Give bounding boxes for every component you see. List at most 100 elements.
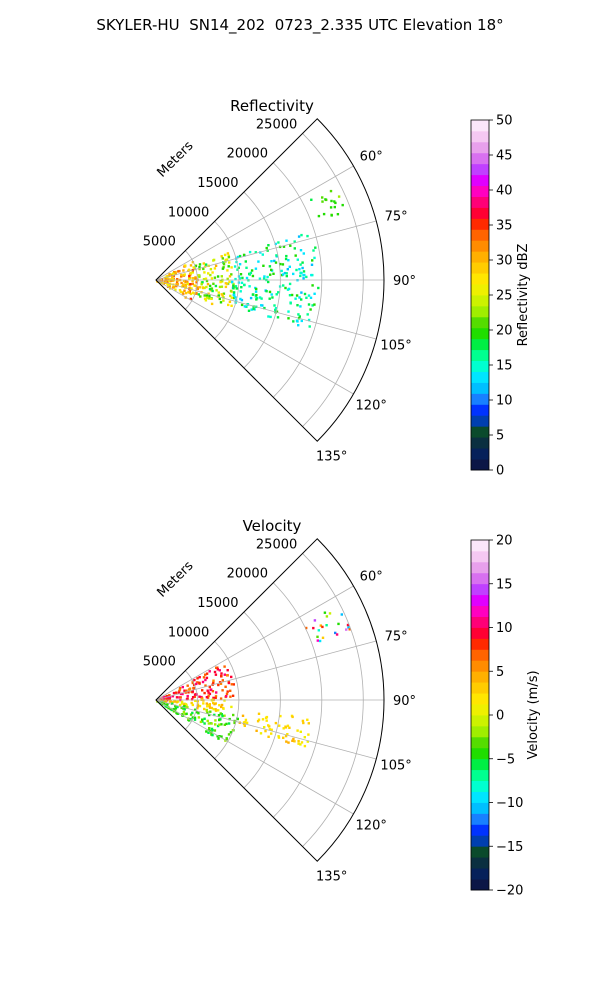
- data-cell: [214, 696, 217, 699]
- data-cell: [311, 284, 314, 287]
- data-cell: [186, 694, 189, 698]
- data-cell: [222, 296, 225, 299]
- data-cell: [310, 198, 313, 201]
- data-cell: [300, 291, 303, 294]
- data-cell: [189, 297, 192, 301]
- data-cell: [205, 676, 209, 680]
- colorbar-tick-label: 25: [496, 289, 513, 304]
- data-cell: [208, 704, 211, 708]
- data-cell: [172, 691, 176, 695]
- data-cell: [232, 287, 235, 290]
- data-cell: [258, 296, 262, 299]
- data-cell: [203, 691, 206, 695]
- data-cell: [302, 721, 305, 725]
- data-cell: [301, 266, 304, 270]
- data-cell: [286, 268, 289, 271]
- data-cell: [222, 263, 226, 266]
- data-cell: [230, 304, 233, 307]
- colorbar-swatch: [471, 638, 489, 650]
- data-cell: [204, 263, 208, 266]
- data-cell: [289, 244, 292, 247]
- data-cell: [314, 246, 317, 249]
- reflectivity-colorbar: 0 5 10 15 20 25 30 35 40 45 50 Reflectivity dBZ: [470, 114, 531, 479]
- data-cell: [340, 613, 343, 616]
- data-cell: [313, 256, 316, 260]
- data-cell: [276, 316, 280, 319]
- data-cell: [174, 700, 177, 703]
- data-cell: [295, 268, 298, 272]
- grid-spoke: [155, 165, 354, 281]
- data-cell: [226, 269, 229, 272]
- data-cell: [211, 729, 214, 732]
- data-cell: [190, 698, 194, 701]
- data-cell: [302, 270, 306, 273]
- data-cell: [204, 277, 208, 280]
- data-cell: [189, 713, 193, 716]
- data-cell: [302, 277, 305, 280]
- data-cell: [256, 720, 260, 723]
- data-cell: [222, 706, 225, 710]
- data-cell: [186, 684, 189, 687]
- data-cell: [255, 298, 258, 301]
- data-cell: [245, 305, 248, 308]
- data-cell: [291, 715, 294, 719]
- data-cell: [208, 284, 212, 288]
- data-cell: [244, 721, 247, 724]
- data-cell: [214, 723, 217, 726]
- data-cell: [229, 289, 233, 293]
- data-cell: [183, 708, 186, 711]
- data-cell: [240, 298, 244, 302]
- data-cell: [180, 281, 183, 285]
- data-cell: [221, 714, 224, 718]
- radial-tick-label: 20000: [227, 147, 268, 162]
- colorbar-tick-label: 10: [496, 394, 513, 409]
- axes-outline: [155, 118, 385, 442]
- data-cell: [213, 670, 217, 674]
- data-cell: [194, 708, 197, 711]
- colorbar-swatch: [471, 448, 489, 460]
- data-cell: [224, 739, 227, 742]
- data-cell: [278, 724, 281, 727]
- colorbar-swatch: [471, 824, 489, 836]
- data-cell: [167, 284, 170, 287]
- data-cell: [200, 283, 203, 286]
- data-cell: [252, 307, 255, 311]
- data-cell: [189, 283, 192, 286]
- data-cell: [329, 206, 333, 209]
- data-cell: [203, 271, 206, 274]
- data-cell: [335, 633, 339, 636]
- data-cell: [313, 292, 316, 295]
- colorbar-swatch: [471, 382, 489, 394]
- data-cell: [210, 277, 214, 280]
- data-cell: [208, 703, 211, 706]
- data-cell: [283, 271, 287, 275]
- colorbar-swatch: [471, 459, 489, 471]
- data-cell: [206, 711, 209, 714]
- data-cell: [221, 267, 225, 270]
- data-cell: [203, 294, 206, 297]
- data-cell: [168, 694, 171, 697]
- data-cell: [187, 718, 190, 722]
- data-cell: [222, 266, 225, 269]
- colorbar-tick-label: −5: [496, 752, 515, 767]
- data-cell: [202, 676, 206, 679]
- data-cell: [207, 691, 210, 694]
- data-cell: [297, 739, 300, 743]
- data-cell: [284, 734, 288, 738]
- data-cell: [287, 317, 290, 320]
- data-cell: [306, 234, 309, 238]
- data-cell: [167, 706, 170, 710]
- data-cell: [161, 701, 164, 705]
- data-cell: [188, 275, 191, 278]
- data-cell: [302, 252, 305, 255]
- data-cell: [284, 726, 288, 729]
- data-cell: [203, 717, 206, 720]
- data-cell: [237, 266, 240, 269]
- data-cell: [206, 719, 209, 723]
- data-cell: [346, 623, 350, 627]
- data-cell: [182, 292, 185, 295]
- data-cell: [172, 707, 175, 711]
- data-cell: [178, 686, 182, 690]
- data-cell: [208, 713, 211, 717]
- colorbar-swatch: [471, 561, 489, 574]
